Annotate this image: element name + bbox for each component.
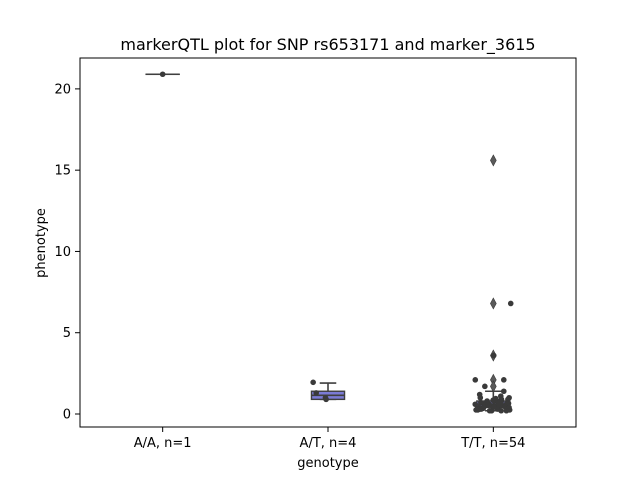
outlier-marker bbox=[490, 297, 497, 310]
x-tick-label: T/T, n=54 bbox=[460, 436, 525, 451]
x-tick-label: A/T, n=4 bbox=[300, 436, 357, 451]
point-group bbox=[159, 71, 166, 78]
data-point bbox=[503, 407, 510, 414]
y-tick-label: 15 bbox=[54, 164, 71, 179]
data-point bbox=[473, 407, 479, 413]
x-tick-label: A/A, n=1 bbox=[134, 436, 192, 451]
data-point bbox=[498, 407, 504, 414]
y-tick-label: 5 bbox=[63, 326, 71, 341]
x-axis: A/A, n=1 A/T, n=4 T/T, n=54 bbox=[134, 427, 525, 451]
outlier-marker bbox=[490, 154, 497, 167]
y-axis: 0 5 10 15 20 bbox=[54, 82, 80, 422]
data-point bbox=[310, 379, 316, 386]
data-point bbox=[313, 390, 319, 396]
chart-title: markerQTL plot for SNP rs653171 and mark… bbox=[120, 35, 535, 55]
data-point bbox=[472, 401, 479, 408]
box-group bbox=[476, 154, 511, 412]
data-point bbox=[486, 407, 493, 414]
plot-content bbox=[145, 71, 514, 414]
data-point bbox=[507, 300, 514, 307]
plot-frame bbox=[79, 57, 577, 428]
point-group bbox=[472, 300, 514, 414]
y-tick-label: 20 bbox=[54, 82, 71, 97]
data-point bbox=[501, 377, 507, 383]
point-group bbox=[310, 379, 329, 403]
data-point bbox=[490, 352, 497, 359]
data-point bbox=[159, 71, 166, 78]
data-point bbox=[472, 377, 479, 383]
y-tick-label: 10 bbox=[54, 245, 71, 260]
y-axis-label: phenotype bbox=[34, 208, 49, 278]
data-point bbox=[500, 388, 507, 395]
outlier-marker bbox=[490, 380, 497, 393]
x-axis-label: genotype bbox=[297, 456, 358, 471]
data-point bbox=[322, 394, 329, 401]
data-point bbox=[477, 394, 484, 401]
data-point bbox=[482, 383, 488, 390]
y-tick-label: 0 bbox=[63, 407, 71, 422]
